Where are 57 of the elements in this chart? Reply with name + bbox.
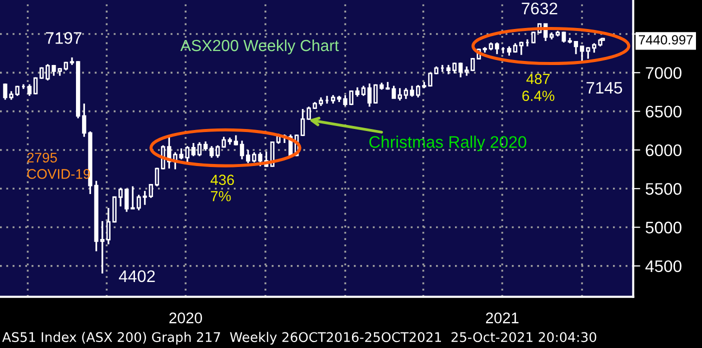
candlestick [446, 64, 451, 76]
candlestick [234, 134, 238, 146]
candlestick [458, 62, 463, 78]
annotation: 4402 [118, 270, 155, 282]
annotation: 7632 [522, 2, 558, 14]
y-tick-label: 7000 [646, 67, 682, 79]
annotation: Christmas Rally 2020 [369, 136, 526, 152]
annotation: 487 [526, 74, 550, 84]
candlestick [82, 102, 86, 138]
annotation: 7% [210, 191, 231, 202]
candlestick [124, 188, 129, 213]
candlestick [148, 183, 154, 199]
candlestick [142, 190, 147, 206]
y-tick-label: 5500 [646, 183, 682, 195]
candlestick [191, 142, 196, 157]
annotation: 2795 [27, 152, 57, 163]
candlestick [203, 140, 208, 152]
x-tick-label: 2021 [486, 312, 518, 324]
candlestick [494, 42, 500, 55]
annotation: 7197 [46, 32, 82, 44]
candlestick [185, 145, 190, 164]
y-tick-label: 6000 [646, 144, 682, 156]
candlestick [531, 30, 536, 44]
y-tick-label: 4500 [645, 260, 682, 272]
y-tick-label: 5000 [646, 222, 682, 234]
candlestick [100, 220, 104, 274]
annotation: 7145 [586, 82, 622, 94]
candlestick [240, 140, 244, 160]
candlestick [210, 145, 214, 159]
candlestick [33, 76, 38, 96]
candlestick [118, 187, 123, 208]
text: AS51 Index (ASX 200) Graph 217 Weekly 26OCT2016-25OCT2021 25-Oct-2021 20:04:30 [2, 332, 596, 345]
candlestick [452, 62, 457, 74]
candlestick [574, 40, 578, 55]
text: ASX200 Weekly Chart [180, 39, 339, 54]
candlestick [586, 46, 590, 60]
candlestick [361, 84, 366, 97]
candlestick [404, 87, 408, 100]
candlestick [416, 84, 420, 98]
candlestick [252, 151, 256, 164]
candlestick [154, 166, 160, 188]
candlestick [580, 44, 584, 62]
annotation: 6.4% [522, 90, 554, 101]
candlestick [464, 66, 469, 77]
candlestick [197, 141, 202, 157]
candlestick [355, 86, 360, 98]
text: 7440.997 [638, 35, 693, 45]
y-tick-label: 6500 [646, 106, 682, 118]
candlestick [398, 87, 402, 102]
candlestick [106, 207, 111, 246]
candlestick [507, 46, 512, 56]
candlestick [367, 82, 372, 108]
candlestick [246, 149, 250, 164]
x-tick-label: 2020 [169, 312, 202, 324]
candlestick [410, 84, 414, 98]
annotation: 436 [210, 174, 234, 185]
candlestick [27, 83, 32, 97]
